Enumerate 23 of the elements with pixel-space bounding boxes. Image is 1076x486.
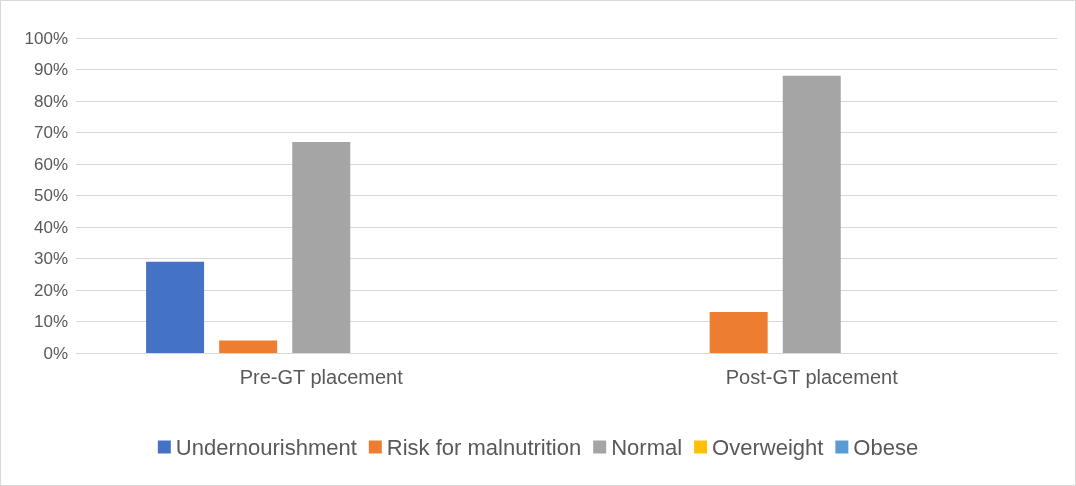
y-tick-label: 80% (33, 91, 68, 111)
y-tick-label: 50% (33, 186, 68, 205)
y-tick-label: 20% (33, 280, 68, 300)
y-tick-label: 90% (33, 60, 68, 79)
legend-label: Obese (853, 434, 919, 460)
y-tick-label: 40% (33, 217, 68, 237)
y-tick-label: 10% (33, 312, 68, 331)
bar (782, 75, 841, 353)
y-tick-label: 0% (43, 343, 68, 363)
y-tick-label: 70% (33, 123, 68, 142)
bar (219, 340, 278, 353)
x-tick-label: Post-GT placement (725, 366, 899, 388)
y-tick-label: 60% (33, 154, 68, 174)
legend-label: Undernourishment (175, 434, 357, 460)
legend-label: Normal (611, 434, 683, 460)
legend-label: Risk for malnutrition (386, 434, 582, 460)
y-tick-label: 30% (33, 249, 68, 268)
legend-label: Overweight (712, 434, 824, 460)
bar (292, 141, 351, 353)
bar (709, 312, 768, 353)
y-tick-label: 100% (24, 28, 68, 48)
bar (146, 261, 205, 353)
x-tick-label: Pre-GT placement (239, 366, 404, 388)
